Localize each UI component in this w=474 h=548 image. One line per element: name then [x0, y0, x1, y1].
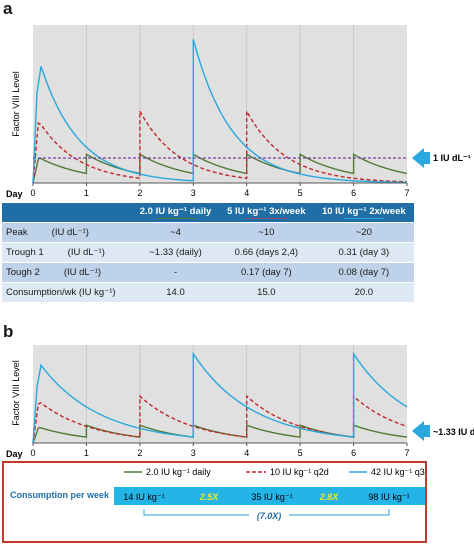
- x-tick-label: 0: [30, 188, 35, 198]
- chart-a: 0 1 2 3 4 5 6 7 Factor VIII Level Day 1 IU dL⁻¹: [6, 25, 471, 199]
- x-tick-label: 6: [351, 188, 356, 198]
- x-tick-label: 2: [137, 188, 142, 198]
- table-cell: ~4: [132, 222, 220, 243]
- table-header: 5 IU kg⁻¹ 3x/week: [219, 203, 314, 223]
- y-axis-label: Factor VIII Level: [11, 360, 21, 426]
- x-tick-label: 1: [84, 188, 89, 198]
- legend-swatch-green: [155, 218, 196, 219]
- table-cell: ~20: [313, 222, 414, 243]
- series-line: [32, 351, 408, 444]
- series-line: [32, 39, 407, 184]
- x-tick-label: 4: [244, 188, 249, 198]
- x-tick-label: 7: [404, 448, 409, 458]
- x-tick-label: 0: [30, 448, 35, 458]
- table-header: 2.0 IU kg⁻¹ daily: [132, 203, 220, 223]
- consumption-value: 98 IU kg⁻¹: [368, 492, 409, 502]
- consumption-bar: [114, 487, 425, 505]
- row-label: Consumption/wk (IU kg⁻¹): [2, 282, 132, 303]
- reference-arrow-label: 1 IU dL⁻¹: [433, 153, 471, 163]
- row-label: Peak (IU dL⁻¹): [2, 222, 132, 243]
- reference-arrow-icon: [412, 421, 430, 441]
- table-row: Trough 1 (IU dL⁻¹) ~1.33 (daily) 0.66 (da…: [2, 242, 414, 263]
- x-tick-label: 7: [404, 188, 409, 198]
- legend-swatch-blue: [343, 218, 384, 219]
- summary-table: 2.0 IU kg⁻¹ daily 5 IU kg⁻¹ 3x/week 10 I…: [2, 203, 414, 303]
- consumption-value: 14 IU kg⁻¹: [123, 492, 164, 502]
- legend-label: 10 IU kg⁻¹ q2d: [270, 467, 329, 477]
- series-line: [32, 108, 408, 184]
- consumption-box: 2.0 IU kg⁻¹ daily 10 IU kg⁻¹ q2d 42 IU k…: [2, 461, 427, 543]
- x-tick-label: 2: [137, 448, 142, 458]
- x-tick-label: 6: [351, 448, 356, 458]
- series-line: [32, 153, 408, 184]
- header-label: 10 IU kg⁻¹ 2x/week: [321, 206, 406, 217]
- consumption-svg: 2.0 IU kg⁻¹ daily 10 IU kg⁻¹ q2d 42 IU k…: [10, 467, 425, 522]
- x-tick-label: 3: [191, 188, 196, 198]
- reference-arrow-label: ~1.33 IU dL⁻¹: [433, 427, 474, 437]
- chart-b: 0 1 2 3 4 5 6 7 Factor VIII Level Day ~1.33 IU …: [6, 345, 474, 459]
- consumption-label: Consumption per week: [10, 490, 110, 500]
- table-cell: 0.08 (day 7): [313, 262, 414, 283]
- x-tick-label: 1: [84, 448, 89, 458]
- reference-arrow-icon: [412, 148, 430, 168]
- panel-b-letter: b: [3, 322, 14, 341]
- plot-area: [33, 345, 407, 443]
- table-cell: 14.0: [132, 282, 220, 303]
- row-label: Tough 2 (IU dL⁻¹): [2, 262, 132, 283]
- panel-a-letter: a: [3, 0, 13, 18]
- legend-label: 2.0 IU kg⁻¹ daily: [146, 467, 211, 477]
- x-tick-label: 5: [298, 188, 303, 198]
- row-label: Trough 1 (IU dL⁻¹): [2, 242, 132, 263]
- table-cell: 0.66 (days 2,4): [219, 242, 314, 263]
- header-label: 2.0 IU kg⁻¹ daily: [139, 206, 212, 217]
- series-line: [32, 394, 408, 444]
- table-row: Consumption/wk (IU kg⁻¹) 14.0 15.0 20.0: [2, 282, 414, 303]
- table-corner: [2, 203, 132, 223]
- table-cell: 0.17 (day 7): [219, 262, 314, 283]
- table-cell: 20.0: [313, 282, 414, 303]
- table-cell: ~1.33 (daily): [132, 242, 220, 263]
- table-cell: ~10: [219, 222, 314, 243]
- table-cell: -: [132, 262, 220, 283]
- x-axis-label: Day: [6, 449, 23, 459]
- ratio-label: 2.8X: [319, 492, 340, 502]
- table-header-row: 2.0 IU kg⁻¹ daily 5 IU kg⁻¹ 3x/week 10 I…: [2, 203, 414, 223]
- table-cell: 15.0: [219, 282, 314, 303]
- total-ratio-label: (7.0X): [257, 511, 282, 521]
- ratio-label: 2.5X: [199, 492, 220, 502]
- table-row: Tough 2 (IU dL⁻¹) - 0.17 (day 7) 0.08 (da…: [2, 262, 414, 283]
- table-cell: 0.31 (day 3): [313, 242, 414, 263]
- plot-area: [33, 25, 407, 183]
- table-header: 10 IU kg⁻¹ 2x/week: [313, 203, 414, 223]
- total-ratio-bg: [249, 509, 289, 522]
- table-row: Peak (IU dL⁻¹) ~4 ~10 ~20: [2, 222, 414, 243]
- x-tick-label: 4: [244, 448, 249, 458]
- consumption-value: 35 IU kg⁻¹: [251, 492, 292, 502]
- legend-label: 42 IU kg⁻¹ q3d: [371, 467, 425, 477]
- header-label: 5 IU kg⁻¹ 3x/week: [227, 206, 306, 217]
- legend-swatch-red: [246, 218, 287, 219]
- x-tick-label: 3: [191, 448, 196, 458]
- x-axis-label: Day: [6, 189, 23, 199]
- y-axis-label: Factor VIII Level: [11, 71, 21, 137]
- x-tick-label: 5: [298, 448, 303, 458]
